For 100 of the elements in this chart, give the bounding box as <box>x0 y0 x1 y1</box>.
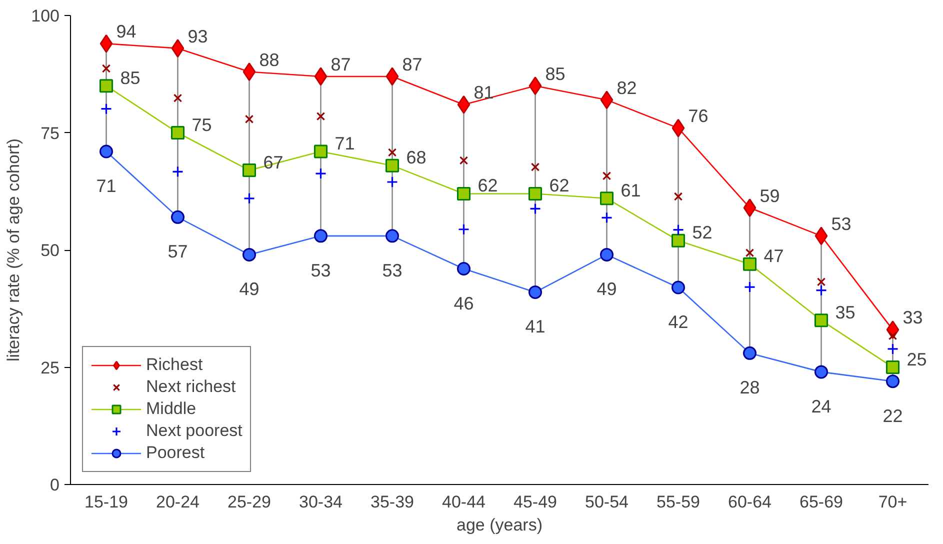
point <box>672 280 685 294</box>
point <box>386 158 399 172</box>
point <box>672 224 684 236</box>
data-label: 85 <box>545 64 566 84</box>
point <box>529 202 542 215</box>
point <box>600 192 614 206</box>
legend-label: Richest <box>146 355 203 375</box>
point <box>100 34 113 53</box>
point <box>744 281 756 293</box>
data-label: 22 <box>882 406 903 426</box>
point <box>100 103 112 115</box>
y-tick-label: 100 <box>31 6 60 26</box>
point <box>171 126 184 140</box>
point <box>386 67 399 86</box>
point <box>102 64 111 73</box>
point <box>100 144 113 158</box>
point <box>528 285 542 299</box>
point <box>242 248 256 262</box>
point <box>602 172 612 180</box>
x-tick-label: 35-39 <box>370 492 414 512</box>
data-label: 87 <box>402 54 422 74</box>
x-tick-label: 70+ <box>878 492 908 512</box>
point <box>745 248 754 258</box>
y-axis-title: literacy rate (% of age cohort) <box>4 138 24 362</box>
point <box>530 162 540 172</box>
point <box>528 76 542 96</box>
data-label: 71 <box>334 134 355 154</box>
x-tick-label: 30-34 <box>299 492 342 512</box>
x-tick-label: 45-49 <box>514 492 557 512</box>
x-tick-label: 60-64 <box>728 492 772 512</box>
point <box>457 262 470 276</box>
data-label: 53 <box>310 260 331 280</box>
data-label: 28 <box>740 378 760 398</box>
point <box>100 79 113 93</box>
point <box>244 114 254 124</box>
x-tick-label: 15-19 <box>84 492 128 512</box>
y-tick-label: 75 <box>40 124 60 143</box>
data-label: 87 <box>330 54 351 74</box>
legend-label: Poorest <box>146 443 205 463</box>
data-label: 75 <box>192 114 212 135</box>
x-tick-label: 25-29 <box>228 492 271 512</box>
point <box>815 284 828 296</box>
point <box>743 198 756 218</box>
y-tick-label: 0 <box>50 476 60 494</box>
point <box>814 226 828 246</box>
data-label: 59 <box>760 186 780 206</box>
data-label: 62 <box>478 176 498 196</box>
point <box>459 156 468 165</box>
y-tick-label: 25 <box>40 358 60 378</box>
point <box>388 148 397 157</box>
x-axis-title: age (years) <box>456 516 542 534</box>
point <box>242 62 256 82</box>
point <box>172 166 184 178</box>
point <box>886 374 900 388</box>
y-tick-label: 50 <box>40 241 60 260</box>
point <box>171 210 184 224</box>
x-tick-label: 55-59 <box>656 492 700 512</box>
point <box>600 248 614 262</box>
legend-label: Next poorest <box>146 421 242 441</box>
point <box>743 346 756 360</box>
point <box>672 234 685 248</box>
point <box>242 164 256 178</box>
data-label: 35 <box>835 302 856 322</box>
point <box>816 278 826 286</box>
data-label: 53 <box>831 214 852 234</box>
data-label: 76 <box>688 106 708 126</box>
data-label: 46 <box>454 293 474 314</box>
legend-label: Next richest <box>146 377 236 397</box>
data-label: 57 <box>168 242 188 262</box>
point <box>814 314 828 328</box>
point <box>386 176 398 188</box>
point <box>171 39 184 58</box>
point <box>600 90 614 110</box>
point <box>458 224 470 236</box>
data-label: 47 <box>764 246 784 266</box>
legend-label: Middle <box>146 399 196 419</box>
data-label: 85 <box>120 68 140 88</box>
point <box>886 360 900 374</box>
point <box>173 94 182 102</box>
data-label: 93 <box>188 26 208 46</box>
point <box>314 168 327 180</box>
point <box>316 112 326 121</box>
x-tick-label: 40-44 <box>442 492 486 512</box>
point <box>314 67 328 86</box>
point <box>314 144 328 158</box>
point <box>886 343 899 355</box>
data-label: 62 <box>549 176 570 196</box>
data-label: 94 <box>116 22 136 42</box>
point <box>600 212 613 224</box>
data-label: 49 <box>596 279 617 300</box>
point <box>672 118 685 138</box>
point <box>314 229 328 243</box>
x-tick-label: 65-69 <box>800 492 843 512</box>
point <box>243 192 256 204</box>
x-tick-label: 20-24 <box>156 492 200 512</box>
point <box>888 331 898 340</box>
data-label: 53 <box>382 260 402 280</box>
data-label: 81 <box>474 82 494 103</box>
point <box>528 186 542 200</box>
data-label: 82 <box>616 78 637 98</box>
